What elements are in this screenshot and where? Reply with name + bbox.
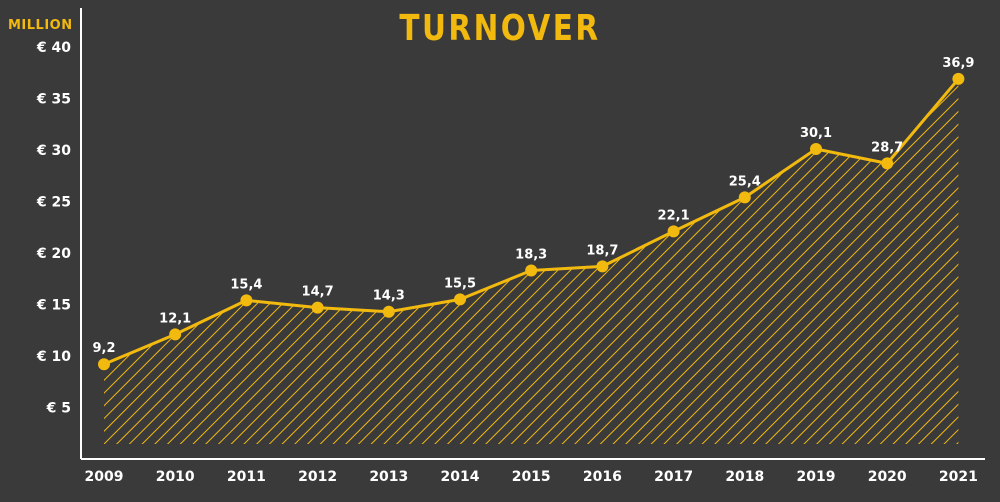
x-tick-label: 2018	[725, 469, 764, 485]
data-label: 15,4	[230, 277, 262, 292]
x-tick-label: 2012	[298, 469, 337, 485]
data-label: 15,5	[444, 276, 476, 291]
y-tick-label: € 15	[36, 298, 71, 314]
data-point	[810, 142, 822, 155]
x-tick-label: 2017	[654, 469, 693, 485]
y-tick-label: € 35	[36, 92, 71, 108]
data-label: 18,7	[586, 243, 618, 258]
data-point	[240, 294, 253, 307]
data-point	[738, 191, 751, 204]
data-point	[525, 264, 538, 277]
x-tick-label: 2016	[583, 469, 622, 485]
data-point	[881, 157, 894, 170]
x-tick-label: 2009	[85, 469, 124, 485]
y-axis-unit-label: MILLION	[8, 18, 73, 33]
data-label: 25,4	[729, 174, 761, 189]
y-tick-label: € 20	[36, 246, 71, 262]
data-point	[98, 358, 110, 371]
data-label: 30,1	[800, 126, 832, 141]
data-label: 22,1	[658, 208, 690, 223]
y-tick-label: € 40	[36, 40, 71, 56]
data-label: 9,2	[92, 341, 115, 356]
area-fill	[104, 78, 959, 445]
data-label: 12,1	[159, 311, 191, 326]
x-tick-label: 2020	[868, 469, 907, 485]
y-tick-label: € 5	[46, 401, 71, 417]
x-tick-label: 2015	[512, 469, 551, 485]
data-point	[596, 260, 609, 273]
x-tick-label: 2014	[441, 469, 480, 485]
data-point	[952, 72, 965, 85]
data-point	[382, 305, 395, 318]
x-tick-label: 2019	[797, 469, 836, 485]
data-label: 28,7	[871, 140, 903, 155]
data-label: 18,3	[515, 248, 547, 263]
x-tick-label: 2013	[369, 469, 408, 485]
x-tick-label: 2021	[939, 469, 978, 485]
data-point	[169, 328, 182, 341]
data-label: 14,7	[302, 285, 334, 300]
data-label: 14,3	[373, 289, 405, 304]
y-tick-label: € 25	[36, 195, 71, 211]
y-tick-label: € 10	[36, 349, 71, 365]
x-tick-label: 2010	[156, 469, 195, 485]
data-point	[311, 301, 324, 314]
x-tick-label: 2011	[227, 469, 266, 485]
data-point	[454, 293, 466, 306]
data-label: 36,9	[942, 56, 974, 71]
data-point	[667, 225, 680, 238]
y-tick-label: € 30	[36, 143, 71, 159]
chart-title: TURNOVER	[399, 8, 601, 49]
